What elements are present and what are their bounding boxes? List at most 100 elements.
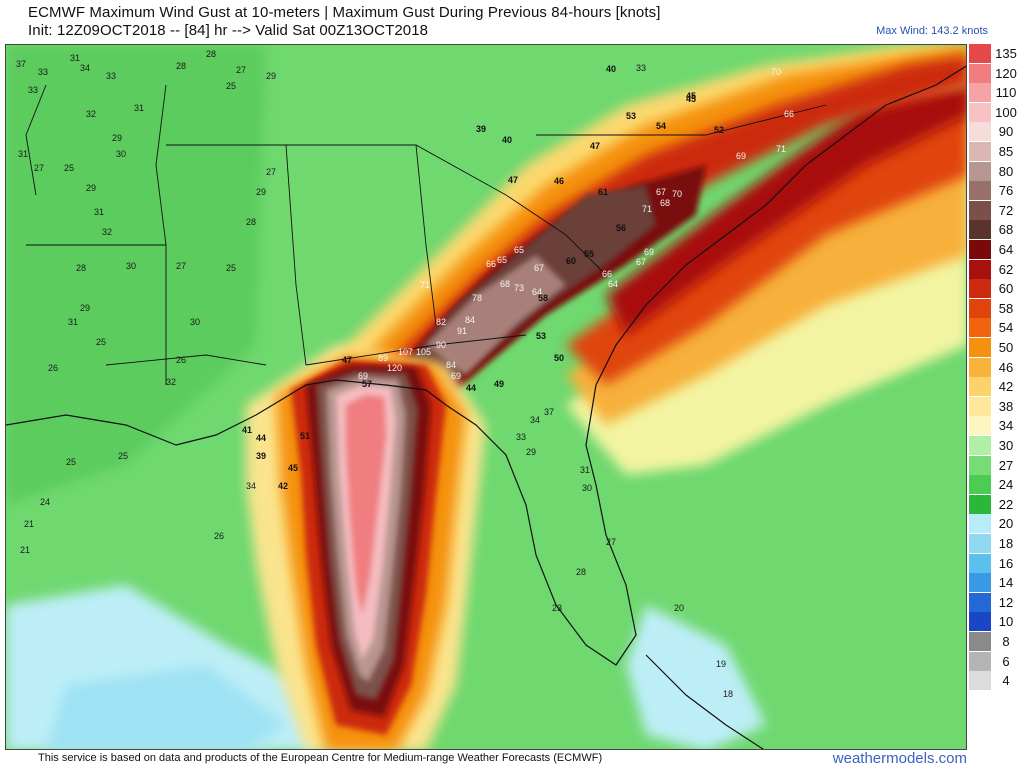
legend-row: 80 — [968, 161, 1024, 181]
gust-value-label: 69 — [644, 247, 654, 257]
gust-value-label: 25 — [64, 163, 74, 173]
legend-label: 54 — [998, 320, 1014, 336]
legend-swatch — [969, 44, 991, 63]
legend-label: 8 — [1002, 634, 1010, 649]
legend-swatch — [969, 396, 991, 416]
brand-link[interactable]: weathermodels.com — [832, 750, 967, 767]
gust-value-label: 31 — [18, 149, 28, 159]
gust-value-label: 57 — [362, 379, 372, 389]
gust-value-label: 53 — [626, 111, 636, 121]
gust-value-label: 49 — [494, 379, 504, 389]
legend-swatch — [969, 455, 991, 475]
gust-value-label: 25 — [226, 81, 236, 91]
legend-label: 6 — [1002, 653, 1010, 669]
legend-swatch — [969, 573, 991, 593]
legend-swatch — [969, 220, 991, 240]
legend-swatch — [969, 671, 991, 691]
legend-row: 12 — [968, 592, 1024, 612]
gust-value-label: 51 — [300, 431, 310, 441]
legend-label: 27 — [998, 457, 1014, 473]
gust-value-label: 70 — [672, 189, 682, 199]
gust-value-label: 54 — [656, 121, 666, 131]
legend-swatch — [969, 494, 991, 514]
legend-swatch — [969, 279, 991, 299]
state-boundaries — [25, 84, 827, 385]
gust-value-label: 90 — [436, 340, 446, 350]
legend-label: 68 — [998, 222, 1014, 238]
gust-value-label: 29 — [80, 303, 90, 313]
gust-value-label: 33 — [38, 67, 48, 77]
gust-value-label: 40 — [502, 135, 512, 145]
gust-value-label: 30 — [126, 261, 136, 271]
gust-value-label: 29 — [266, 71, 276, 81]
gust-value-label: 120 — [387, 363, 402, 373]
gust-value-label: 64 — [608, 279, 618, 289]
legend-swatch — [969, 161, 991, 181]
gust-value-label: 73 — [514, 283, 524, 293]
gust-value-label: 42 — [278, 481, 288, 491]
gust-value-label: 60 — [566, 256, 576, 266]
gust-value-label: 25 — [66, 457, 76, 467]
bahamas-calm-zone — [626, 605, 766, 749]
legend-row: 64 — [968, 240, 1024, 259]
legend-row: 14 — [968, 573, 1024, 593]
gust-value-label: 66 — [486, 259, 496, 269]
gust-value-label: 105 — [416, 347, 431, 357]
gust-value-label: 71 — [420, 280, 430, 290]
legend-label: 60 — [998, 281, 1014, 297]
gust-value-label: 64 — [532, 287, 542, 297]
gust-value-label: 56 — [616, 223, 626, 233]
legend-label: 90 — [998, 124, 1014, 140]
page-title: ECMWF Maximum Wind Gust at 10-meters | M… — [28, 4, 661, 21]
legend-swatch — [969, 553, 991, 573]
legend-label: 58 — [998, 300, 1014, 316]
legend-swatch — [969, 534, 991, 553]
legend-label: 72 — [998, 202, 1014, 218]
legend-row: 50 — [968, 338, 1024, 357]
legend-row: 120 — [968, 63, 1024, 83]
atlantic-darkred-band — [606, 55, 966, 335]
legend-swatch — [969, 357, 991, 377]
gust-value-label: 65 — [497, 255, 507, 265]
gust-value-label: 29 — [256, 187, 266, 197]
legend-row: 135 — [968, 44, 1024, 63]
gust-value-label: 31 — [580, 465, 590, 475]
legend-row: 10 — [968, 612, 1024, 632]
gust-value-label: 28 — [76, 263, 86, 273]
legend-row: 72 — [968, 200, 1024, 220]
legend-label: 110 — [995, 85, 1017, 101]
legend-swatch — [969, 200, 991, 220]
gust-value-label: 26 — [214, 531, 224, 541]
legend-label: 76 — [998, 183, 1014, 199]
gust-value-label: 27 — [34, 163, 44, 173]
legend-row: 42 — [968, 377, 1024, 397]
gust-value-label: 107 — [398, 347, 413, 357]
gust-value-label: 69 — [451, 371, 461, 381]
gust-value-label: 25 — [226, 263, 236, 273]
gust-value-label: 25 — [96, 337, 106, 347]
legend-row: 16 — [968, 553, 1024, 573]
legend-label: 34 — [998, 418, 1014, 434]
gust-value-label: 19 — [716, 659, 726, 669]
gust-value-label: 84 — [446, 360, 456, 370]
gust-value-label: 20 — [674, 603, 684, 613]
legend-row: 38 — [968, 396, 1024, 416]
legend-label: 12 — [998, 594, 1014, 610]
gust-value-label: 32 — [166, 377, 176, 387]
west-green-zone — [6, 45, 266, 505]
gust-value-label: 27 — [266, 167, 276, 177]
legend-label: 64 — [998, 242, 1014, 257]
gust-value-label: 33 — [106, 71, 116, 81]
gust-value-label: 45 — [686, 91, 696, 101]
gust-value-label: 39 — [476, 124, 486, 134]
legend-row: 60 — [968, 279, 1024, 299]
gust-value-label: 69 — [736, 151, 746, 161]
gust-value-label: 84 — [465, 315, 475, 325]
gust-value-label: 30 — [582, 483, 592, 493]
legend-swatch — [969, 612, 991, 632]
gust-value-label: 67 — [534, 263, 544, 273]
gust-value-label: 18 — [723, 689, 733, 699]
legend-label: 62 — [998, 261, 1014, 277]
wind-gust-map[interactable]: 37 33 31 34 33 28 27 28 29 25 33 31 32 29 30 31 27 25 29 31… — [5, 44, 967, 750]
legend-row: 58 — [968, 298, 1024, 318]
